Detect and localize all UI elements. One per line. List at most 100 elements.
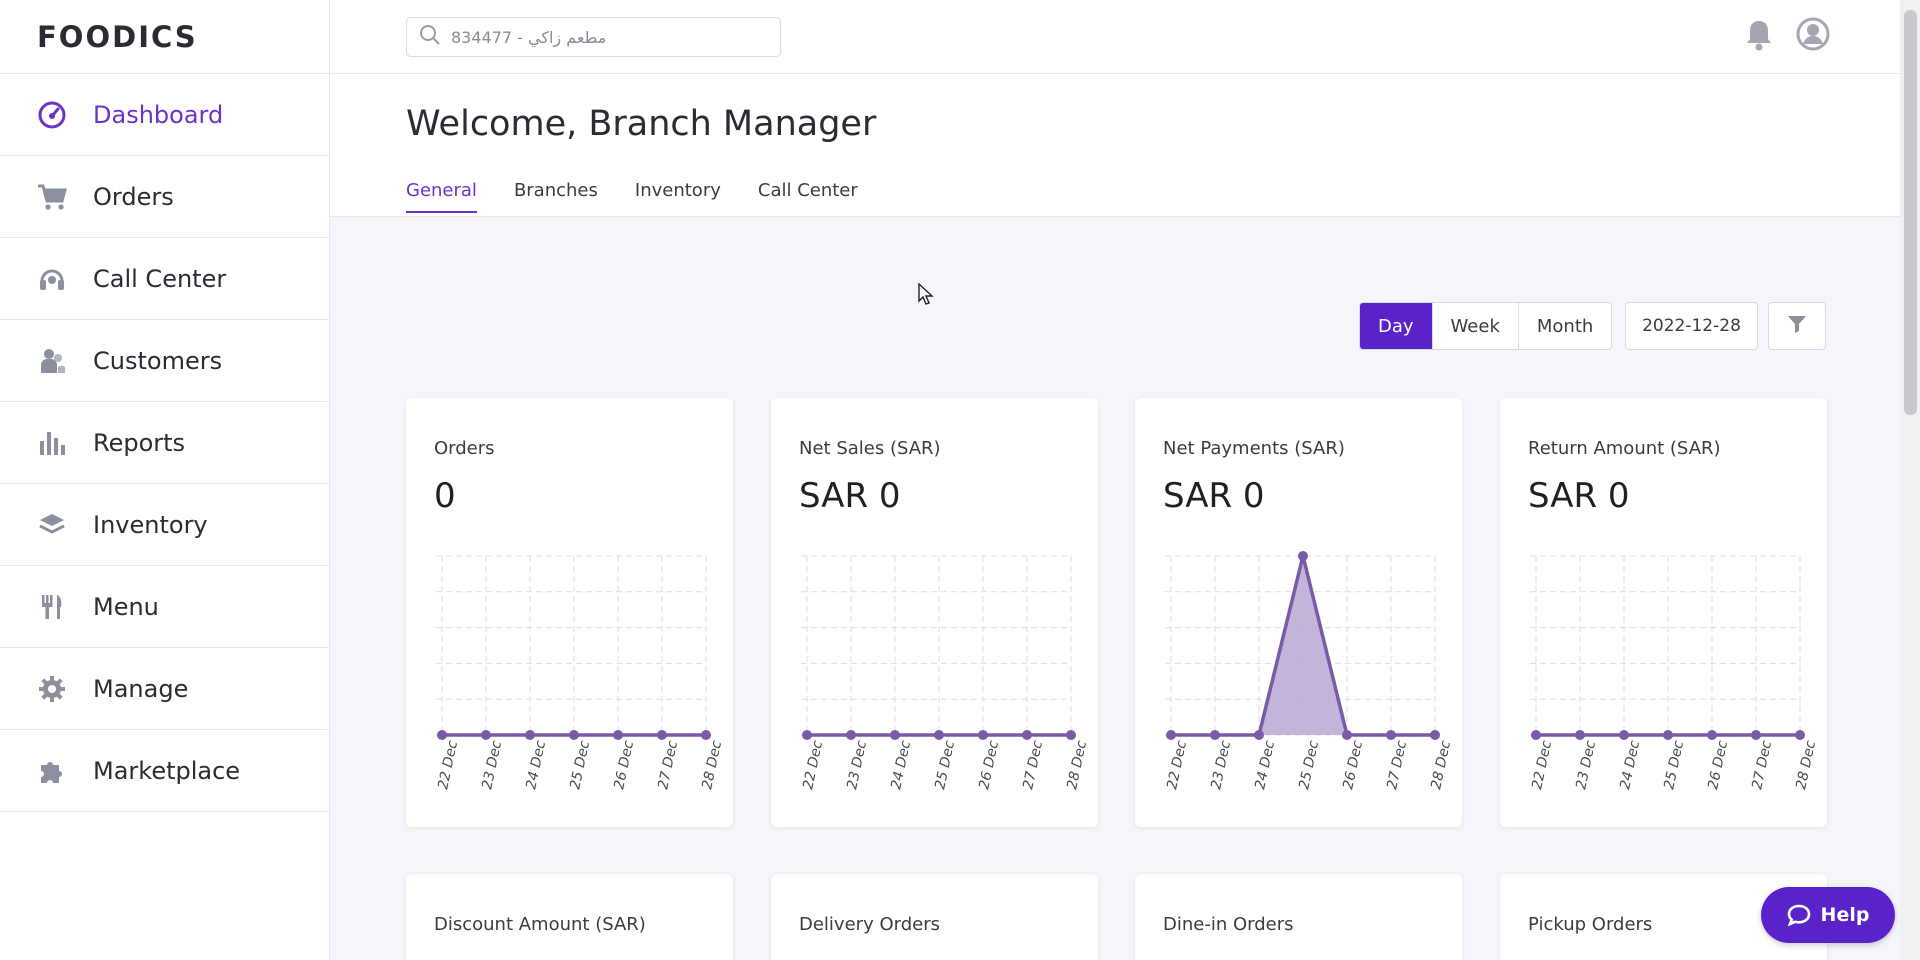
cart-icon <box>37 182 67 212</box>
x-tick-label: 22 Dec <box>1529 739 1555 791</box>
x-tick-label: 22 Dec <box>1164 739 1190 791</box>
data-point <box>569 730 579 740</box>
card-title: Pickup Orders <box>1528 914 1653 935</box>
scrollbar-thumb[interactable] <box>1904 10 1917 415</box>
x-tick-label: 22 Dec <box>800 739 826 791</box>
card-title: Discount Amount (SAR) <box>434 914 646 935</box>
data-point <box>613 730 623 740</box>
period-week-button[interactable]: Week <box>1433 303 1519 349</box>
x-tick-label: 28 Dec <box>1793 739 1819 791</box>
period-selector: Day Week Month <box>1359 302 1613 350</box>
x-tick-label: 24 Dec <box>1617 739 1643 791</box>
search-input[interactable] <box>451 27 771 47</box>
x-tick-label: 26 Dec <box>611 739 637 791</box>
sidebar-item-orders[interactable]: Orders <box>0 156 329 238</box>
sidebar-item-label: Inventory <box>93 510 208 539</box>
data-point <box>701 730 711 740</box>
return-amount-card: Return Amount (SAR) SAR 0 22 Dec 23 Dec 24… <box>1500 398 1827 827</box>
x-tick-label: 27 Dec <box>1749 739 1775 791</box>
filter-button[interactable] <box>1768 302 1826 350</box>
tab-branches[interactable]: Branches <box>513 180 598 201</box>
page-scrollbar[interactable] <box>1900 0 1920 960</box>
discount-amount-card: Discount Amount (SAR) <box>406 874 733 960</box>
orders-card: Orders 0 22 Dec 23 Dec 24 Dec 25 Dec 26 Dec 2… <box>406 398 733 827</box>
dine-in-orders-card: Dine-in Orders <box>1135 874 1462 960</box>
x-tick-label: 25 Dec <box>932 739 958 791</box>
user-avatar-icon[interactable] <box>1796 17 1830 55</box>
data-point <box>1342 730 1352 740</box>
logo-text: FOODICS <box>37 19 198 54</box>
data-point <box>1386 730 1396 740</box>
period-day-button[interactable]: Day <box>1360 303 1433 349</box>
sidebar-item-inventory[interactable]: Inventory <box>0 484 329 566</box>
help-button[interactable]: Help <box>1761 887 1895 943</box>
net-payments-card: Net Payments (SAR) SAR 0 22 Dec 23 Dec 24 … <box>1135 398 1462 827</box>
gear-icon <box>37 674 67 704</box>
sidebar-item-customers[interactable]: Customers <box>0 320 329 402</box>
return-amount-chart: 22 Dec 23 Dec 24 Dec 25 Dec 26 Dec 27 Dec 28 D… <box>1529 555 1819 791</box>
page-header: Welcome, Branch Manager General Branches… <box>330 74 1900 217</box>
sidebar-item-menu[interactable]: Menu <box>0 566 329 648</box>
x-tick-label: 24 Dec <box>888 739 914 791</box>
x-tick-label: 28 Dec <box>1428 739 1454 791</box>
sidebar-item-label: Menu <box>93 592 159 621</box>
x-tick-label: 23 Dec <box>844 739 870 791</box>
x-tick-label: 27 Dec <box>655 739 681 791</box>
date-picker-button[interactable]: 2022-12-28 <box>1625 302 1758 350</box>
data-point <box>1430 730 1440 740</box>
sidebar-item-label: Manage <box>93 674 189 703</box>
net-payments-chart: 22 Dec 23 Dec 24 Dec 25 Dec 26 Dec 27 Dec 28 D… <box>1164 551 1454 791</box>
tab-call-center[interactable]: Call Center <box>757 180 858 201</box>
top-bar <box>330 0 1900 74</box>
net-sales-card: Net Sales (SAR) SAR 0 22 Dec 23 Dec 24 Dec… <box>771 398 1098 827</box>
card-title: Net Payments (SAR) <box>1163 438 1345 459</box>
x-tick-label: 28 Dec <box>1064 739 1090 791</box>
card-title: Dine-in Orders <box>1163 914 1294 935</box>
x-tick-label: 25 Dec <box>567 739 593 791</box>
data-point <box>1575 730 1585 740</box>
foodics-logo[interactable]: FOODICS <box>0 0 329 74</box>
data-point <box>525 730 535 740</box>
card-title: Net Sales (SAR) <box>799 438 941 459</box>
customers-icon <box>37 346 67 376</box>
chart-grid <box>801 555 1072 736</box>
x-tick-label: 26 Dec <box>1340 739 1366 791</box>
delivery-orders-card: Delivery Orders <box>771 874 1098 960</box>
data-point <box>846 730 856 740</box>
sidebar-item-manage[interactable]: Manage <box>0 648 329 730</box>
sidebar-item-label: Orders <box>93 182 174 211</box>
tab-bar: General Branches Inventory Call Center <box>406 180 895 213</box>
sidebar-item-label: Reports <box>93 428 186 457</box>
period-month-button[interactable]: Month <box>1536 315 1594 337</box>
data-point <box>978 730 988 740</box>
sidebar-item-dashboard[interactable]: Dashboard <box>0 74 329 156</box>
card-value: SAR 0 <box>799 476 901 516</box>
x-tick-label: 23 Dec <box>1573 739 1599 791</box>
bell-icon[interactable] <box>1744 18 1774 56</box>
tab-general[interactable]: General <box>406 180 477 213</box>
search-box[interactable] <box>406 17 781 57</box>
mouse-cursor-icon <box>918 282 934 309</box>
sidebar-item-marketplace[interactable]: Marketplace <box>0 730 329 812</box>
data-point <box>1254 730 1264 740</box>
sidebar-item-label: Marketplace <box>93 756 241 785</box>
net-sales-chart: 22 Dec 23 Dec 24 Dec 25 Dec 26 Dec 27 Dec 28 D… <box>800 555 1090 791</box>
data-point <box>1663 730 1673 740</box>
data-point <box>802 730 812 740</box>
x-tick-label: 25 Dec <box>1661 739 1687 791</box>
sidebar-item-call-center[interactable]: Call Center <box>0 238 329 320</box>
card-value: SAR 0 <box>1528 476 1630 516</box>
sidebar-item-label: Dashboard <box>93 100 224 129</box>
x-tick-label: 23 Dec <box>1208 739 1234 791</box>
x-tick-label: 26 Dec <box>976 739 1002 791</box>
filter-icon <box>1787 315 1807 337</box>
puzzle-icon <box>37 756 67 786</box>
x-tick-label: 27 Dec <box>1020 739 1046 791</box>
x-tick-label: 25 Dec <box>1296 739 1322 791</box>
sidebar-item-label: Call Center <box>93 264 227 293</box>
tab-inventory[interactable]: Inventory <box>634 180 721 201</box>
page-title: Welcome, Branch Manager <box>406 104 877 144</box>
series-area <box>1171 556 1435 735</box>
sidebar-item-reports[interactable]: Reports <box>0 402 329 484</box>
x-tick-label: 24 Dec <box>1252 739 1278 791</box>
